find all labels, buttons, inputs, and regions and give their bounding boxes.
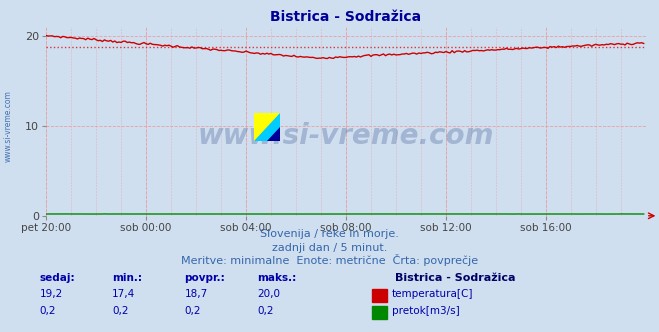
Text: povpr.:: povpr.: — [185, 273, 225, 283]
Text: 0,2: 0,2 — [257, 306, 273, 316]
Title: Bistrica - Sodražica: Bistrica - Sodražica — [270, 10, 422, 24]
Text: 0,2: 0,2 — [112, 306, 129, 316]
Text: temperatura[C]: temperatura[C] — [392, 289, 474, 299]
Text: 0,2: 0,2 — [185, 306, 201, 316]
Text: pretok[m3/s]: pretok[m3/s] — [392, 306, 460, 316]
Text: Meritve: minimalne  Enote: metrične  Črta: povprečje: Meritve: minimalne Enote: metrične Črta:… — [181, 254, 478, 266]
Text: 19,2: 19,2 — [40, 289, 63, 299]
Text: 0,2: 0,2 — [40, 306, 56, 316]
Text: Bistrica - Sodražica: Bistrica - Sodražica — [395, 273, 516, 283]
Text: 20,0: 20,0 — [257, 289, 280, 299]
Text: min.:: min.: — [112, 273, 142, 283]
Text: maks.:: maks.: — [257, 273, 297, 283]
Text: www.si-vreme.com: www.si-vreme.com — [198, 122, 494, 150]
Polygon shape — [254, 113, 280, 141]
Text: www.si-vreme.com: www.si-vreme.com — [3, 90, 13, 162]
Text: sedaj:: sedaj: — [40, 273, 75, 283]
Text: 17,4: 17,4 — [112, 289, 135, 299]
Polygon shape — [267, 127, 280, 141]
Polygon shape — [254, 113, 280, 141]
Text: Slovenija / reke in morje.: Slovenija / reke in morje. — [260, 229, 399, 239]
Text: zadnji dan / 5 minut.: zadnji dan / 5 minut. — [272, 243, 387, 253]
Text: 18,7: 18,7 — [185, 289, 208, 299]
